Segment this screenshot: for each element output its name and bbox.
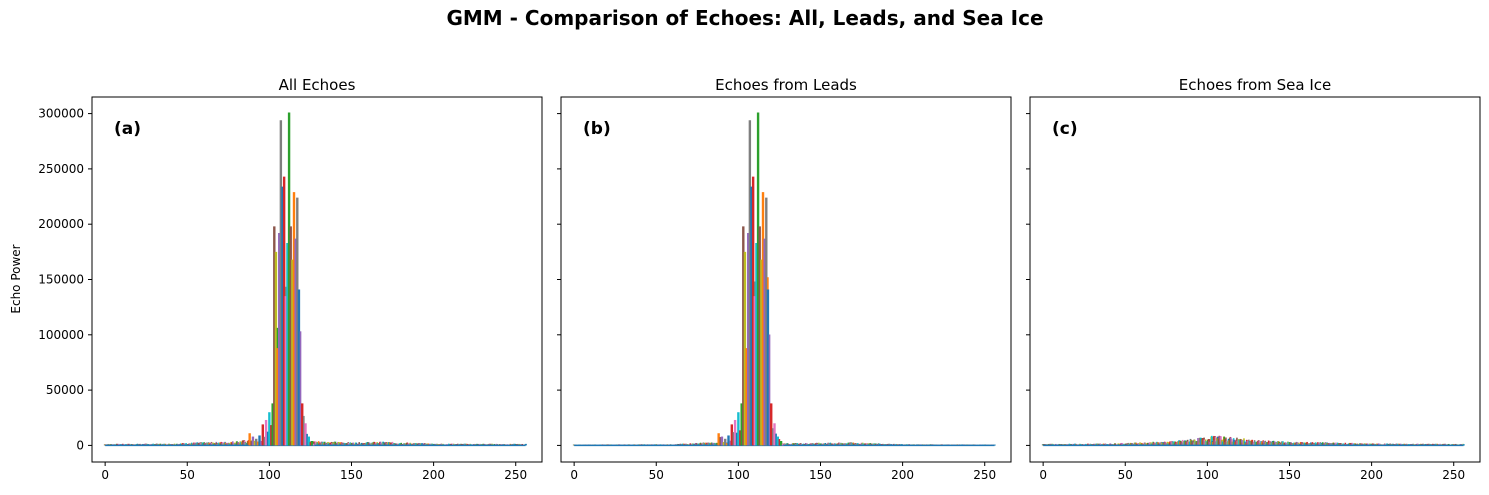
x-tick-label: 250 bbox=[973, 468, 996, 482]
x-tick-label: 200 bbox=[891, 468, 914, 482]
axes-frame bbox=[1029, 96, 1481, 463]
y-tick-label: 0 bbox=[76, 438, 84, 452]
panel-title: Echoes from Leads bbox=[715, 76, 857, 94]
x-tick-label: 100 bbox=[1196, 468, 1219, 482]
y-tick-label: 50000 bbox=[46, 383, 84, 397]
x-tick-label: 0 bbox=[1039, 468, 1047, 482]
x-tick-label: 0 bbox=[101, 468, 109, 482]
x-tick-label: 200 bbox=[1360, 468, 1383, 482]
x-tick-label: 150 bbox=[340, 468, 363, 482]
axes-frame bbox=[91, 96, 543, 463]
x-tick-label: 100 bbox=[727, 468, 750, 482]
x-tick-label: 150 bbox=[1278, 468, 1301, 482]
x-tick-label: 250 bbox=[1442, 468, 1465, 482]
x-tick-label: 200 bbox=[422, 468, 445, 482]
plot-area bbox=[103, 112, 527, 447]
y-tick-label: 200000 bbox=[38, 217, 84, 231]
panel-title: All Echoes bbox=[279, 76, 356, 94]
y-tick-label: 250000 bbox=[38, 162, 84, 176]
x-tick-label: 100 bbox=[258, 468, 281, 482]
panel-letter-label: (b) bbox=[583, 119, 611, 139]
y-tick-label: 150000 bbox=[38, 273, 84, 287]
panel-2: Echoes from Leads 0 50 100 150 200 250 (b) bbox=[557, 76, 1012, 482]
figure-title: GMM - Comparison of Echoes: All, Leads, … bbox=[446, 6, 1043, 30]
axes-frame bbox=[560, 96, 1012, 463]
chart-panels: All Echoes 0 50 100 150 200 250 0 50000 100000 150… bbox=[38, 76, 1481, 482]
plot-area bbox=[1041, 435, 1465, 447]
panel-letter-label: (c) bbox=[1052, 119, 1078, 139]
panel-letter-label: (a) bbox=[114, 119, 141, 139]
y-tick-label: 100000 bbox=[38, 328, 84, 342]
x-tick-label: 50 bbox=[180, 468, 195, 482]
x-tick-label: 150 bbox=[809, 468, 832, 482]
x-tick-label: 50 bbox=[1118, 468, 1133, 482]
panel-3: Echoes from Sea Ice 0 50 100 150 200 250 (c) bbox=[1026, 76, 1481, 482]
panel-1: All Echoes 0 50 100 150 200 250 0 50000 100000 150… bbox=[38, 76, 543, 482]
panel-title: Echoes from Sea Ice bbox=[1179, 76, 1332, 94]
x-tick-label: 0 bbox=[570, 468, 578, 482]
plot-area bbox=[572, 112, 996, 447]
x-tick-label: 250 bbox=[504, 468, 527, 482]
x-tick-label: 50 bbox=[649, 468, 664, 482]
y-axis-label: Echo Power bbox=[9, 244, 23, 313]
y-tick-label: 300000 bbox=[38, 107, 84, 121]
